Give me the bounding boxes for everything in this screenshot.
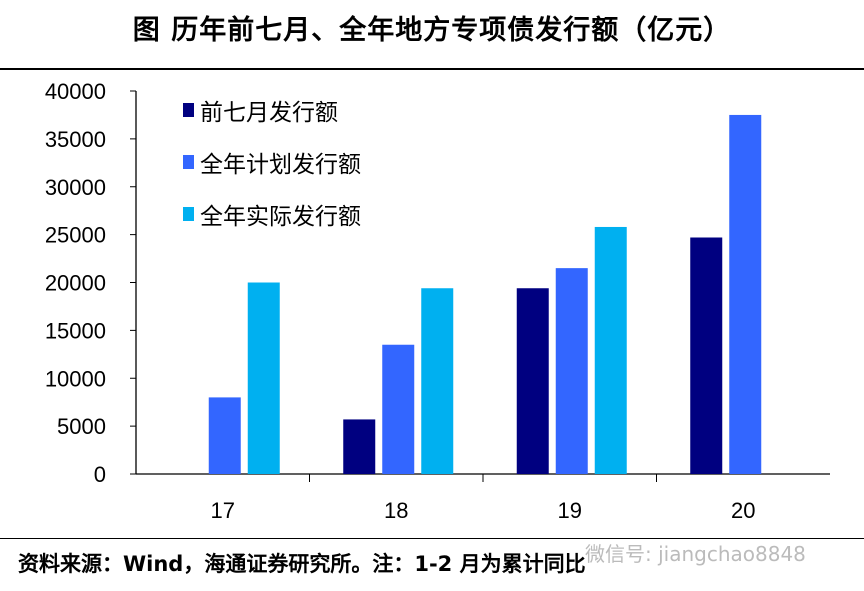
- y-tick-label: 10000: [45, 366, 106, 391]
- bar-chart: 0 5000 10000 15000 20000 25000 30000 35000 40000…: [45, 79, 830, 523]
- bar-17-series-2: [208, 397, 241, 474]
- legend-label: 前七月发行额: [200, 100, 338, 126]
- legend-swatch: [183, 207, 194, 221]
- y-tick-label: 5000: [57, 414, 106, 439]
- x-tick-label: 19: [558, 498, 582, 523]
- bar-17-series-3: [247, 282, 280, 474]
- bar-18-series-3: [421, 288, 454, 474]
- bar-19-series-1: [516, 288, 549, 474]
- bar-20-series-2: [729, 114, 762, 474]
- chart-title: 图 历年前七月、全年地方专项债发行额（亿元）: [132, 15, 732, 46]
- y-tick-label: 40000: [45, 79, 106, 104]
- y-tick-label: 35000: [45, 127, 106, 152]
- bar-18-series-2: [382, 344, 415, 474]
- watermark: 微信号: jiangchao8848: [585, 542, 806, 566]
- legend-swatch: [183, 155, 194, 169]
- y-tick-label: 20000: [45, 271, 106, 296]
- y-tick-label: 0: [94, 462, 106, 487]
- x-tick-label: 17: [211, 498, 235, 523]
- x-tick-label: 18: [384, 498, 408, 523]
- legend-swatch: [183, 103, 194, 117]
- bar-18-series-1: [343, 419, 376, 474]
- bar-19-series-2: [555, 268, 588, 474]
- bar-19-series-3: [594, 226, 627, 474]
- y-tick-label: 25000: [45, 223, 106, 248]
- legend-label: 全年实际发行额: [200, 204, 361, 230]
- source-note: 资料来源：Wind，海通证券研究所。注：1-2 月为累计同比: [18, 552, 586, 576]
- footer-divider: [0, 538, 864, 539]
- bar-20-series-1: [690, 237, 723, 474]
- x-tick-label: 20: [731, 498, 755, 523]
- y-tick-label: 15000: [45, 318, 106, 343]
- y-tick-label: 30000: [45, 175, 106, 200]
- title-divider: [0, 68, 864, 70]
- legend-label: 全年计划发行额: [200, 152, 361, 178]
